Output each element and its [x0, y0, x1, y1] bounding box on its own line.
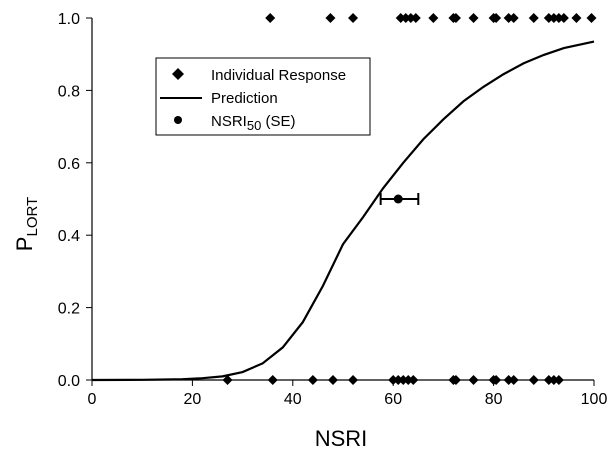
response-point [410, 13, 421, 23]
legend-box [155, 57, 371, 136]
response-point [405, 13, 416, 23]
response-point [586, 13, 597, 23]
response-point [491, 13, 502, 23]
prediction-series [91, 40, 595, 382]
y-tick-label: 0.8 [58, 83, 80, 100]
response-point [528, 375, 539, 385]
response-point [548, 13, 559, 23]
response-point [388, 375, 399, 385]
response-point [325, 13, 336, 23]
response-point [450, 375, 461, 385]
response-point [558, 13, 569, 23]
response-point [491, 375, 502, 385]
nsri50-point [393, 194, 403, 204]
y-tick-label: 0.0 [58, 373, 80, 390]
diamond-marker-icon [172, 68, 184, 80]
response-point [428, 13, 439, 23]
legend-item-individual-response: Individual Response [172, 67, 346, 84]
response-point [408, 375, 419, 385]
response-point [267, 375, 278, 385]
response-point [348, 375, 359, 385]
response-point [348, 13, 359, 23]
response-point [327, 375, 338, 385]
response-point [468, 13, 479, 23]
response-point [400, 13, 411, 23]
x-tick-label: 80 [485, 391, 503, 408]
response-point [503, 375, 514, 385]
response-point [503, 13, 514, 23]
legend-label-prediction: Prediction [211, 90, 278, 107]
response-point [508, 375, 519, 385]
response-point [307, 375, 318, 385]
tick-labels: 0 20 40 60 80 100 0.0 0.2 0.4 0.6 0.8 1.0 [58, 11, 608, 408]
individual-response-series [222, 13, 597, 385]
response-point [553, 13, 564, 23]
x-tick-label: 60 [384, 391, 402, 408]
prediction-line [91, 40, 595, 382]
response-point [548, 375, 559, 385]
response-point [393, 375, 404, 385]
response-point [468, 375, 479, 385]
y-tick-label: 1.0 [58, 11, 80, 28]
x-tick-label: 40 [284, 391, 302, 408]
legend-label-nsri50: NSRI50 (SE) [211, 113, 295, 133]
response-point [543, 13, 554, 23]
response-point [398, 375, 409, 385]
response-point [265, 13, 276, 23]
y-tick-label: 0.6 [58, 156, 80, 173]
nsri50-series [379, 193, 420, 205]
x-axis-title: NSRI [315, 426, 368, 450]
circle-marker-icon [174, 116, 182, 124]
response-point [553, 375, 564, 385]
response-point [222, 375, 233, 385]
legend-label-individual-response: Individual Response [211, 67, 346, 84]
response-point [543, 375, 554, 385]
legend-item-nsri50: NSRI50 (SE) [174, 113, 295, 133]
y-axis-title: PLORT [12, 197, 41, 251]
legend: Individual Response Prediction NSRI50 (S… [155, 57, 371, 136]
response-point [403, 375, 414, 385]
response-point [571, 13, 582, 23]
response-point [395, 13, 406, 23]
response-point [528, 13, 539, 23]
legend-item-prediction: Prediction [160, 90, 278, 107]
response-point [508, 13, 519, 23]
x-tick-label: 20 [184, 391, 202, 408]
x-tick-label: 0 [88, 391, 97, 408]
x-tick-label: 100 [581, 391, 608, 408]
y-tick-label: 0.4 [58, 228, 80, 245]
response-point [450, 13, 461, 23]
y-tick-label: 0.2 [58, 301, 80, 318]
